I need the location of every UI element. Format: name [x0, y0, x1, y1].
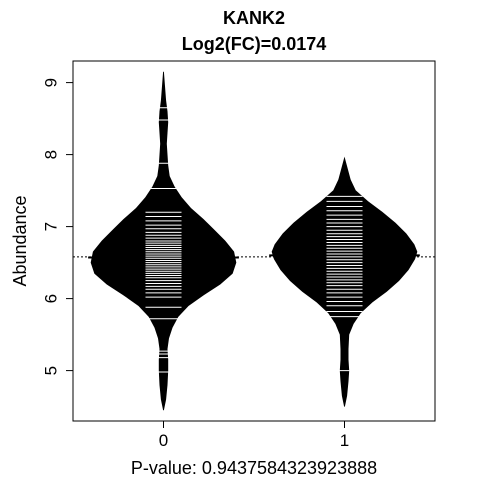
beans-layer: [73, 71, 435, 411]
x-axis-label: P-value: 0.9437584323923888: [131, 458, 377, 478]
x-tick-label: 1: [340, 431, 349, 450]
chart-subtitle: Log2(FC)=0.0174: [182, 34, 327, 54]
y-axis-label: Abundance: [10, 195, 30, 286]
y-tick-label: 8: [42, 150, 61, 159]
y-tick-label: 9: [42, 78, 61, 87]
plot-frame: [72, 60, 436, 422]
chart-title: KANK2: [223, 8, 285, 28]
x-tick-label: 0: [159, 431, 168, 450]
y-tick-label: 5: [42, 366, 61, 375]
y-axis: 5 6 7 8 9: [42, 78, 73, 375]
y-tick-label: 7: [42, 222, 61, 231]
y-tick-label: 6: [42, 294, 61, 303]
